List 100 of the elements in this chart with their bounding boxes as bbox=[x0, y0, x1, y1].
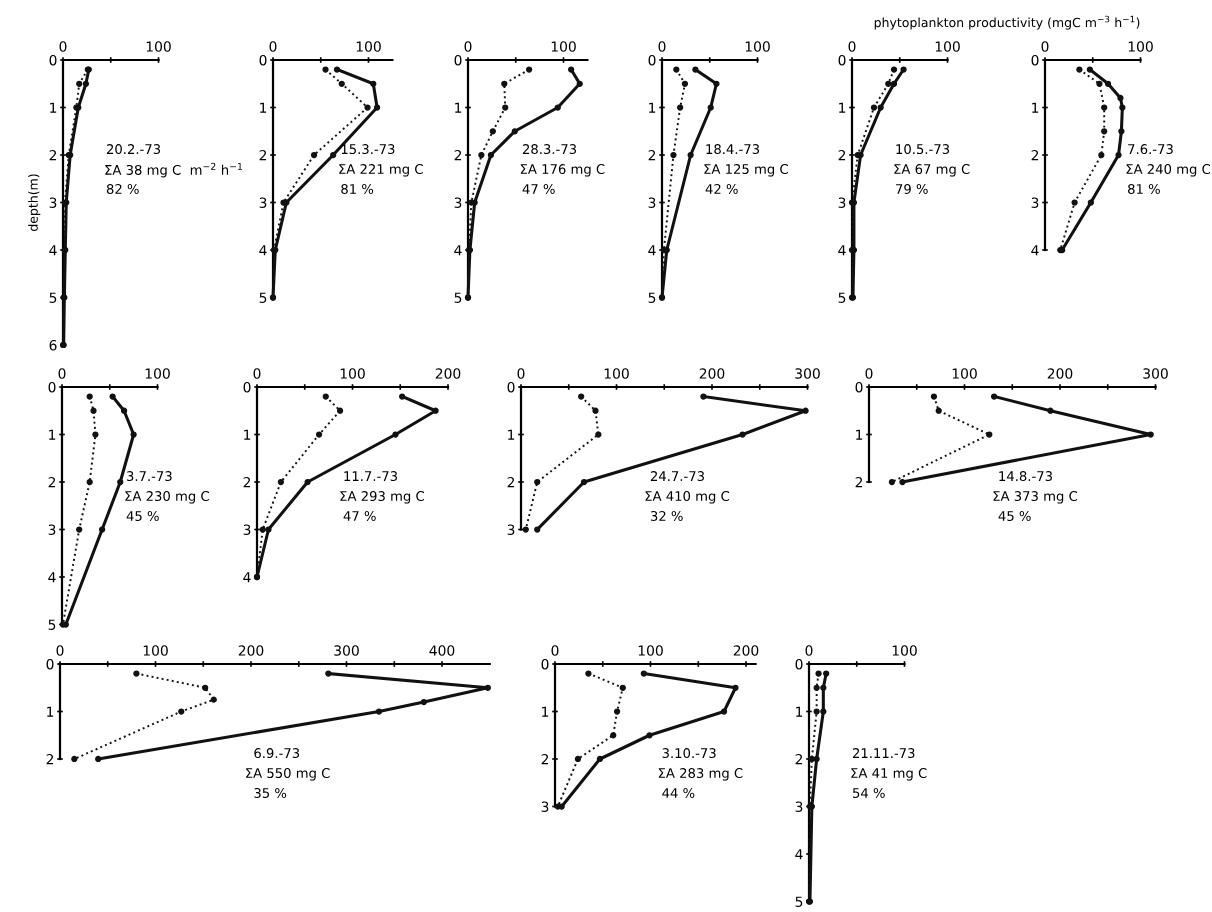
annotation: 6.9.-73 bbox=[254, 748, 300, 759]
y-tick-label: 0 bbox=[49, 54, 57, 66]
annotation: ΣA 240 mg C bbox=[1126, 164, 1211, 177]
annotation: 10.5.-73 bbox=[896, 144, 950, 155]
y-tick-label: 4 bbox=[454, 245, 462, 256]
x-tick-label: 200 bbox=[733, 645, 759, 656]
annotation: 14.8.-73 bbox=[999, 471, 1052, 482]
x-tick-label: 300 bbox=[795, 368, 820, 379]
y-tick-label: 6 bbox=[49, 339, 57, 351]
annotation: 28.3.-73 bbox=[522, 144, 577, 155]
x-tick-label: 0 bbox=[551, 645, 559, 656]
y-tick-label: 4 bbox=[243, 572, 251, 583]
y-tick-label: 3 bbox=[795, 801, 803, 812]
y-tick-label: 3 bbox=[48, 524, 56, 535]
y-tick-label: 2 bbox=[259, 149, 267, 161]
y-tick-label: 1 bbox=[649, 102, 656, 113]
y-tick-label: 5 bbox=[795, 896, 803, 907]
x-tick-label: 200 bbox=[435, 368, 461, 379]
x-tick-label: 100 bbox=[551, 41, 576, 52]
y-tick-label: 1 bbox=[856, 429, 863, 440]
y-tick-label: 2 bbox=[46, 753, 54, 765]
text: 45 % bbox=[998, 511, 1031, 521]
y-tick-label: 0 bbox=[648, 54, 656, 66]
x-tick-label: 200 bbox=[699, 368, 725, 379]
y-tick-label: 1 bbox=[796, 706, 803, 717]
x-tick-label: 0 bbox=[805, 645, 813, 656]
annotation: 32 % bbox=[650, 511, 683, 521]
x-tick-label: 100 bbox=[952, 368, 977, 379]
annotation: 44 % bbox=[662, 788, 695, 798]
annotation: ΣA 221 mg C bbox=[339, 164, 423, 177]
x-tick-label: 100 bbox=[638, 645, 663, 656]
x-tick-label: 100 bbox=[935, 41, 960, 52]
x-tick-label: 100 bbox=[145, 368, 170, 379]
annotation: 81 % bbox=[1128, 184, 1160, 194]
y-tick-label: 0 bbox=[46, 658, 54, 670]
annotation: 21.11.-73 bbox=[852, 748, 915, 759]
y-tick-label: 1 bbox=[49, 429, 56, 440]
x-tick-label: 200 bbox=[238, 645, 264, 656]
annotation: 7.6.-73 bbox=[1128, 144, 1173, 155]
x-tick-label: 400 bbox=[429, 645, 455, 656]
y-tick-label: 2 bbox=[795, 753, 803, 765]
x-axis-title: phytoplankton productivity (mgC m$^{−3}$ h$^{−1}$) bbox=[874, 15, 1140, 30]
y-tick-label: 2 bbox=[243, 476, 251, 488]
y-tick-label: 1 bbox=[260, 102, 267, 113]
x-tick-label: 0 bbox=[56, 645, 64, 656]
x-tick-label: 100 bbox=[143, 645, 168, 656]
annotation: 20.2.-73 bbox=[106, 144, 161, 155]
x-tick-label: 0 bbox=[865, 368, 873, 379]
y-tick-label: 0 bbox=[838, 54, 846, 66]
y-tick-label: 3 bbox=[454, 197, 462, 208]
x-tick-label: 100 bbox=[604, 368, 629, 379]
annotation: ΣA 283 mg C bbox=[658, 768, 743, 781]
y-tick-label: 1 bbox=[839, 102, 846, 113]
x-tick-label: 100 bbox=[892, 645, 917, 656]
annotation: 42 % bbox=[705, 184, 738, 194]
y-tick-label: 5 bbox=[48, 619, 56, 630]
y-tick-label: 4 bbox=[1031, 245, 1039, 256]
y-tick-label: 5 bbox=[454, 292, 462, 303]
x-tick-label: 100 bbox=[1128, 41, 1153, 52]
annotation: 81 % bbox=[341, 184, 374, 194]
annotation: ΣA 410 mg C bbox=[645, 491, 730, 504]
y-tick-label: 3 bbox=[1031, 197, 1039, 208]
annotation: ΣA 230 mg C bbox=[125, 491, 209, 504]
y-tick-label: 4 bbox=[49, 245, 57, 256]
y-tick-label: 3 bbox=[541, 801, 549, 812]
y-tick-label: 3 bbox=[49, 197, 57, 208]
annotation: 47 % bbox=[343, 511, 376, 521]
y-tick-label: 0 bbox=[48, 381, 56, 393]
y-tick-label: 0 bbox=[243, 381, 251, 393]
y-tick-label: 0 bbox=[1031, 54, 1039, 66]
y-tick-label: 2 bbox=[454, 149, 462, 161]
y-tick-label: 3 bbox=[259, 197, 267, 208]
y-tick-label: 1 bbox=[508, 429, 515, 440]
y-tick-label: 4 bbox=[48, 572, 56, 583]
y-tick-label: 5 bbox=[49, 292, 57, 303]
y-tick-label: 2 bbox=[1031, 149, 1039, 161]
x-tick-label: 300 bbox=[1143, 368, 1168, 379]
y-tick-label: 4 bbox=[838, 245, 846, 256]
y-tick-label: 2 bbox=[855, 476, 863, 488]
y-tick-label: 1 bbox=[455, 102, 462, 113]
x-tick-label: 0 bbox=[517, 368, 525, 379]
x-tick-label: 100 bbox=[356, 41, 381, 52]
y-tick-label: 2 bbox=[507, 476, 515, 488]
annotation: 82 % bbox=[106, 184, 139, 194]
y-tick-label: 1 bbox=[1032, 102, 1039, 113]
y-tick-label: 2 bbox=[48, 476, 56, 488]
y-tick-label: 3 bbox=[507, 524, 515, 535]
x-tick-label: 0 bbox=[269, 41, 277, 52]
y-tick-label: 1 bbox=[244, 429, 251, 440]
annotation: ΣA 38 mg C m$^{−2}$ h$^{−1}$ bbox=[105, 162, 243, 178]
y-tick-label: 4 bbox=[795, 849, 803, 860]
text: ΣA 550 mg C bbox=[246, 768, 330, 781]
y-tick-label: 0 bbox=[507, 381, 515, 393]
y-tick-label: 0 bbox=[259, 54, 267, 66]
x-tick-label: 300 bbox=[334, 645, 359, 656]
y-axis-title: depth(m) bbox=[28, 174, 41, 231]
y-tick-label: 2 bbox=[648, 149, 656, 161]
y-tick-label: 4 bbox=[648, 245, 656, 256]
annotation: 54 % bbox=[852, 788, 885, 798]
annotation: ΣA 293 mg C bbox=[340, 491, 424, 504]
